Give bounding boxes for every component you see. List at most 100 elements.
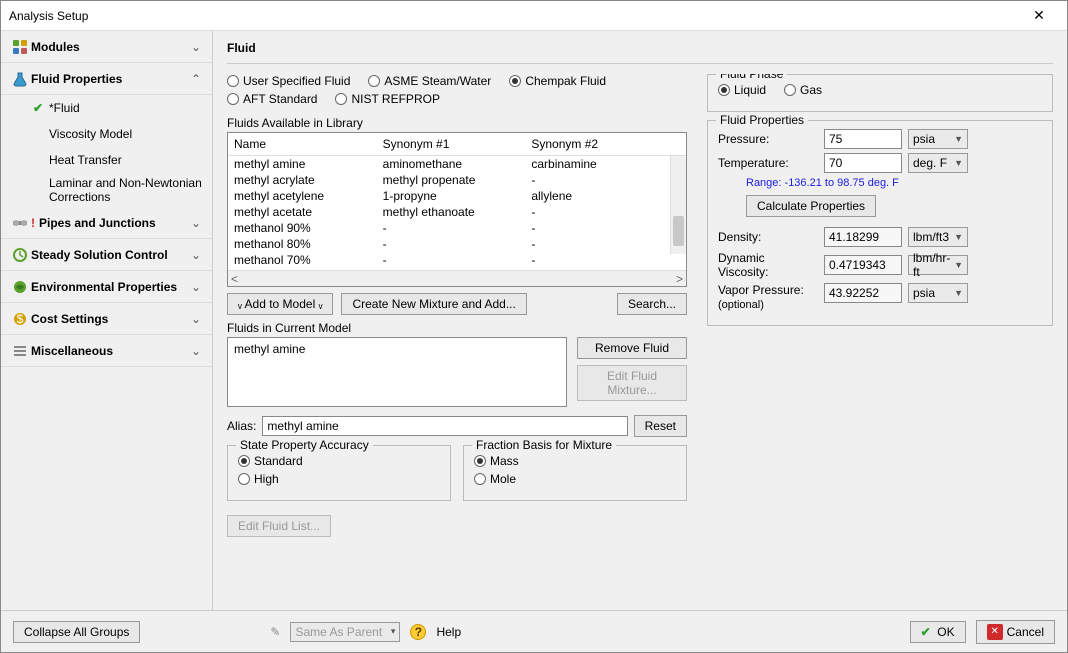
- table-row[interactable]: methyl acetylene1-propyneallylene: [228, 188, 686, 204]
- fraction-basis-group: Fraction Basis for Mixture MassMole: [463, 445, 687, 501]
- table-row[interactable]: methyl acrylatemethyl propenate-: [228, 172, 686, 188]
- radio-label: ASME Steam/Water: [384, 74, 491, 88]
- cell: methyl acetate: [234, 205, 383, 219]
- table-row[interactable]: methyl amineaminomethanecarbinamine: [228, 156, 686, 172]
- density-unit-select[interactable]: lbm/ft3▼: [908, 227, 968, 247]
- pressure-input[interactable]: [824, 129, 902, 149]
- collapse-groups-button[interactable]: Collapse All Groups: [13, 621, 140, 643]
- alias-input[interactable]: [262, 416, 627, 436]
- x-icon: ✕: [987, 624, 1003, 640]
- modules-icon: [9, 39, 31, 55]
- main-panel: Fluid User Specified Fluid ASME Steam/Wat…: [213, 31, 1067, 610]
- pressure-unit-select[interactable]: psia▼: [908, 129, 968, 149]
- sidebar-group-steady-solution-control[interactable]: Steady Solution Control⌄: [1, 239, 212, 271]
- radio-mass[interactable]: Mass: [474, 454, 676, 468]
- cell: -: [383, 253, 532, 267]
- radio-icon: [718, 84, 730, 96]
- ok-button[interactable]: ✔ OK: [910, 621, 966, 643]
- temperature-label: Temperature:: [718, 156, 818, 170]
- remove-fluid-button[interactable]: Remove Fluid: [577, 337, 687, 359]
- sidebar-item-viscosity-model[interactable]: Viscosity Model: [1, 121, 212, 147]
- search-button[interactable]: Search...: [617, 293, 687, 315]
- alias-label: Alias:: [227, 419, 256, 433]
- radio-icon: [227, 75, 239, 87]
- temperature-input[interactable]: [824, 153, 902, 173]
- group-title: State Property Accuracy: [236, 438, 373, 452]
- cell: carbinamine: [531, 157, 680, 171]
- library-list[interactable]: Name Synonym #1 Synonym #2 methyl aminea…: [227, 132, 687, 287]
- edit-fluid-list-button: Edit Fluid List...: [227, 515, 331, 537]
- group-title: Fraction Basis for Mixture: [472, 438, 616, 452]
- sidebar-group-modules[interactable]: Modules⌄: [1, 31, 212, 63]
- radio-chempak-fluid[interactable]: Chempak Fluid: [509, 74, 606, 88]
- window-title: Analysis Setup: [9, 9, 1019, 23]
- sidebar-group-fluid-properties[interactable]: Fluid Properties⌃: [1, 63, 212, 95]
- radio-high[interactable]: High: [238, 472, 440, 486]
- viscosity-unit-select[interactable]: lbm/hr-ft▼: [908, 255, 968, 275]
- sidebar-group-cost-settings[interactable]: $Cost Settings⌄: [1, 303, 212, 335]
- radio-user-specified-fluid[interactable]: User Specified Fluid: [227, 74, 350, 88]
- sidebar-group-pipes-and-junctions[interactable]: !Pipes and Junctions⌄: [1, 207, 212, 239]
- sidebar-group-environmental-properties[interactable]: Environmental Properties⌄: [1, 271, 212, 303]
- cell: -: [531, 253, 680, 267]
- temperature-unit-select[interactable]: deg. F▼: [908, 153, 968, 173]
- table-row[interactable]: methanol 70%--: [228, 252, 686, 268]
- radio-label: Mole: [490, 472, 516, 486]
- cell: methyl ethanoate: [383, 205, 532, 219]
- table-row[interactable]: methanol 90%--: [228, 220, 686, 236]
- current-model-list[interactable]: methyl amine: [227, 337, 567, 407]
- radio-aft-standard[interactable]: AFT Standard: [227, 92, 317, 106]
- help-icon: ?: [410, 624, 426, 640]
- chevron-down-icon: ⌄: [188, 248, 204, 262]
- create-mixture-button[interactable]: Create New Mixture and Add...: [341, 293, 526, 315]
- radio-label: Liquid: [734, 83, 766, 97]
- radio-asme-steam-water[interactable]: ASME Steam/Water: [368, 74, 491, 88]
- scrollbar-vertical[interactable]: [670, 156, 686, 254]
- cell: 1-propyne: [383, 189, 532, 203]
- flask-icon: [9, 71, 31, 87]
- radio-liquid[interactable]: Liquid: [718, 83, 766, 97]
- chevron-down-icon: ⌄: [188, 40, 204, 54]
- group-label: Fluid Properties: [31, 72, 188, 86]
- density-output: [824, 227, 902, 247]
- radio-standard[interactable]: Standard: [238, 454, 440, 468]
- chevron-up-icon: ⌃: [188, 72, 204, 86]
- sidebar-item-heat-transfer[interactable]: Heat Transfer: [1, 147, 212, 173]
- cancel-button[interactable]: ✕Cancel: [976, 620, 1055, 644]
- cell: -: [531, 221, 680, 235]
- table-row[interactable]: methanol 80%--: [228, 236, 686, 252]
- scrollbar-horizontal[interactable]: <>: [228, 270, 686, 286]
- table-row[interactable]: methyl acetatemethyl ethanoate-: [228, 204, 686, 220]
- sidebar-group-miscellaneous[interactable]: Miscellaneous⌄: [1, 335, 212, 367]
- range-text: Range: -136.21 to 98.75 deg. F: [746, 177, 1042, 189]
- group-label: Miscellaneous: [31, 344, 188, 358]
- group-label: Steady Solution Control: [31, 248, 188, 262]
- vapor-unit-select[interactable]: psia▼: [908, 283, 968, 303]
- radio-label: Chempak Fluid: [525, 74, 606, 88]
- steady-icon: [9, 247, 31, 263]
- same-as-parent-select: Same As Parent▾: [290, 622, 400, 642]
- reset-button[interactable]: Reset: [634, 415, 687, 437]
- cell: methanol 90%: [234, 221, 383, 235]
- item-label: Heat Transfer: [49, 153, 212, 167]
- sidebar-item-laminar-and-non-newtonian-corrections[interactable]: Laminar and Non-Newtonian Corrections: [1, 173, 212, 207]
- vapor-output: [824, 283, 902, 303]
- calculate-button[interactable]: Calculate Properties: [746, 195, 876, 217]
- list-item[interactable]: methyl amine: [234, 342, 560, 356]
- cell: methyl acrylate: [234, 173, 383, 187]
- add-to-model-button[interactable]: ᵥ Add to Model ᵥ: [227, 293, 333, 315]
- cell: -: [383, 237, 532, 251]
- edit-icon: ✎: [270, 625, 280, 639]
- viscosity-output: [824, 255, 902, 275]
- radio-icon: [784, 84, 796, 96]
- radio-label: AFT Standard: [243, 92, 317, 106]
- check-icon: ✔: [33, 101, 49, 115]
- main-title: Fluid: [227, 31, 1053, 64]
- sidebar-item--fluid[interactable]: ✔*Fluid: [1, 95, 212, 121]
- close-icon[interactable]: ✕: [1019, 7, 1059, 24]
- radio-mole[interactable]: Mole: [474, 472, 676, 486]
- radio-gas[interactable]: Gas: [784, 83, 822, 97]
- cell: allylene: [531, 189, 680, 203]
- radio-nist-refprop[interactable]: NIST REFPROP: [335, 92, 439, 106]
- help-button[interactable]: Help: [436, 625, 461, 639]
